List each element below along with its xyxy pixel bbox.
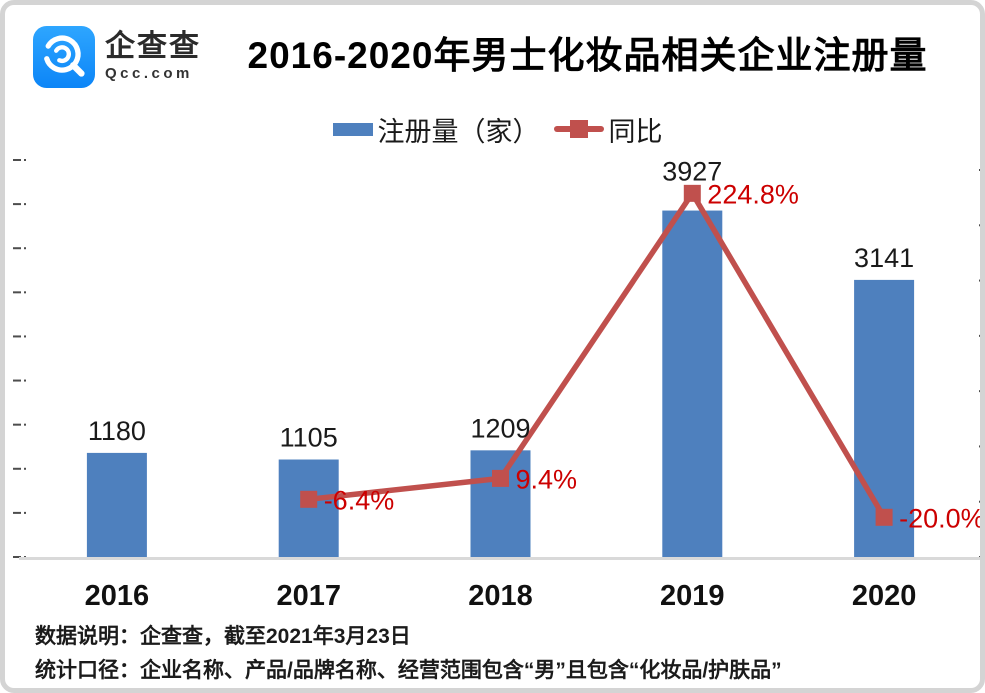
x-axis-line [19,557,980,560]
x-label-2019: 2019 [660,580,725,612]
x-label-2016: 2016 [85,580,150,612]
footnote-data-source: 数据说明：企查查，截至2021年3月23日 [35,625,411,648]
y-axis-right-tick [979,334,980,337]
legend-item-line: 同比 [553,110,663,149]
yoy-marker-2019 [683,184,701,202]
y-axis-left-tick [13,556,21,558]
y-axis-left-tick [13,291,21,294]
y-axis-right-tick [979,279,980,282]
y-axis-left-tick [13,423,21,426]
bar-2019 [662,210,723,557]
y-axis-left-tick-dot [24,379,26,382]
bar-series-label: 注册量（家） [377,116,540,147]
y-axis-left-tick-dot [24,335,26,338]
y-axis-left-tick [13,335,21,338]
line-series-label: 同比 [608,116,663,147]
bar-series-swatch [332,122,373,136]
y-axis-left-tick [13,203,21,206]
footnote-methodology: 统计口径：企业名称、产品/品牌名称、经营范围包含“男”且包含“化妆品/护肤品” [35,659,782,682]
yoy-label-2019: 224.8% [707,179,799,209]
bar-2016 [86,452,147,557]
yoy-marker-2017 [300,490,318,508]
qcc-logo: 企查查 Qcc.com [33,26,201,88]
yoy-marker-2020 [875,508,893,526]
y-axis-left-tick-dot [24,423,26,426]
y-axis-left-tick [13,159,21,161]
y-axis-left-tick-dot [24,511,26,514]
y-axis-left-tick-dot [24,247,26,250]
y-axis-left-tick [13,379,21,382]
yoy-line [308,190,887,519]
x-label-2018: 2018 [468,580,533,612]
y-axis-right-tick [979,500,980,503]
y-axis-left-tick-dot [24,467,26,470]
qcc-logo-domain: Qcc.com [105,65,193,82]
y-axis-left-tick [13,247,21,250]
y-axis-right-tick [979,445,980,448]
chart-title: 2016-2020年男士化妆品相关企业注册量 [247,35,928,76]
yoy-label-2018: 9.4% [516,464,578,494]
y-axis-left-tick-dot [24,203,26,206]
yoy-marker-2018 [492,469,509,487]
chart-canvas: -6.4% 9.4% 224.8% -20.0% 1180 1105 1209 3927 314… [13,156,985,612]
y-axis-right-tick [979,224,980,227]
bar-value-2020: 3141 [854,243,914,273]
bar-value-2018: 1209 [470,413,530,443]
y-axis-right-tick [979,169,980,171]
y-axis-right-tick [979,390,980,393]
footnotes: 数据说明：企查查，截至2021年3月23日 统计口径：企业名称、产品/品牌名称、… [35,620,965,688]
yoy-label-2017: -6.4% [324,485,395,515]
chart-legend: 注册量（家） 同比 [5,110,980,149]
y-axis-left-tick-dot [24,159,26,161]
bar-value-2019: 3927 [662,156,722,186]
bar-2017 [278,459,339,557]
qcc-logo-name: 企查查 [105,30,201,63]
y-axis-left-tick [13,511,21,514]
legend-item-bar: 注册量（家） [332,110,540,149]
line-series-swatch [553,120,604,138]
qcc-logo-icon [33,26,95,88]
x-label-2020: 2020 [852,580,917,612]
y-axis-left-tick-dot [24,291,26,294]
bar-value-2016: 1180 [88,416,146,446]
yoy-label-2020: -20.0% [899,503,985,533]
x-label-2017: 2017 [276,580,341,612]
y-axis-left-tick [13,467,21,470]
bar-2018 [470,450,531,557]
bar-value-2017: 1105 [280,423,338,453]
